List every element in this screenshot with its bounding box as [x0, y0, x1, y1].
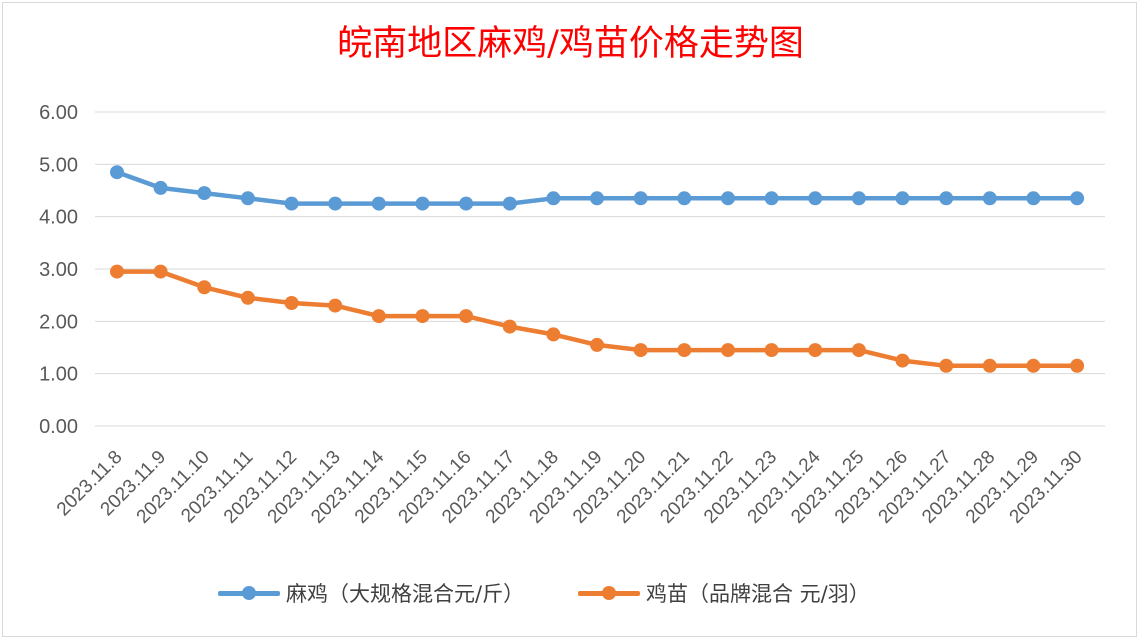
- data-point: [197, 186, 212, 201]
- legend-label-series-1: 鸡苗（品牌混合 元/羽）: [646, 582, 870, 606]
- legend-swatch-series-1: [578, 578, 640, 608]
- data-point: [895, 353, 910, 368]
- data-point: [415, 196, 430, 211]
- legend-marker-series-1: [602, 586, 616, 600]
- data-point: [371, 309, 386, 324]
- data-point: [1070, 191, 1085, 206]
- data-point: [939, 358, 954, 373]
- legend-item-majī: 麻鸡（大规格混合元/斤）: [218, 578, 524, 608]
- data-point: [240, 290, 255, 305]
- y-axis-tick-labels: 0.00 1.00 2.00 3.00 4.00 5.00 6.00: [39, 102, 78, 438]
- data-point: [939, 191, 954, 206]
- data-point: [328, 196, 343, 211]
- data-point: [851, 191, 866, 206]
- data-point: [982, 358, 997, 373]
- data-point: [153, 264, 168, 279]
- data-point: [1026, 358, 1041, 373]
- y-tick-label: 3.00: [39, 259, 78, 281]
- y-tick-label: 2.00: [39, 311, 78, 333]
- series-group: [110, 165, 1085, 373]
- data-point: [1026, 191, 1041, 206]
- data-point: [328, 298, 343, 313]
- data-point: [110, 165, 124, 180]
- data-point: [240, 191, 255, 206]
- data-point: [808, 191, 823, 206]
- data-point: [110, 264, 124, 279]
- legend-item-chick: 鸡苗（品牌混合 元/羽）: [578, 578, 870, 608]
- data-point: [284, 196, 299, 211]
- data-point: [677, 343, 692, 358]
- data-point: [764, 191, 779, 206]
- data-point: [590, 191, 604, 206]
- data-point: [546, 191, 561, 206]
- data-point: [197, 280, 212, 295]
- data-point: [677, 191, 692, 206]
- data-point: [808, 343, 823, 358]
- y-tick-label: 5.00: [39, 154, 78, 176]
- y-tick-label: 4.00: [39, 207, 78, 229]
- y-tick-label: 1.00: [39, 364, 78, 386]
- data-point: [1070, 358, 1085, 373]
- y-tick-label: 0.00: [39, 416, 78, 438]
- series-0: [110, 165, 1085, 211]
- chart-title: 皖南地区麻鸡/鸡苗价格走势图: [337, 24, 804, 64]
- legend-marker-series-0: [242, 586, 256, 600]
- data-point: [153, 180, 168, 195]
- legend-label-series-0: 麻鸡（大规格混合元/斤）: [286, 582, 525, 606]
- data-point: [895, 191, 910, 206]
- data-point: [721, 343, 735, 358]
- y-tick-label: 6.00: [39, 102, 78, 124]
- data-point: [502, 319, 517, 334]
- data-point: [459, 196, 474, 211]
- data-point: [764, 343, 779, 358]
- data-point: [546, 327, 561, 342]
- data-point: [459, 309, 474, 324]
- data-point: [284, 296, 299, 310]
- data-point: [633, 343, 648, 358]
- data-point: [502, 196, 517, 211]
- gridlines: [95, 111, 1105, 427]
- series-1: [110, 264, 1085, 373]
- data-point: [590, 337, 604, 352]
- x-axis-tick-labels: 2023.11.82023.11.92023.11.102023.11.1120…: [53, 446, 1087, 527]
- legend-swatch-series-0: [218, 578, 280, 608]
- data-point: [633, 191, 648, 206]
- data-point: [982, 191, 997, 206]
- data-point: [721, 191, 735, 206]
- data-point: [851, 343, 866, 358]
- data-point: [415, 309, 430, 324]
- data-point: [371, 196, 386, 211]
